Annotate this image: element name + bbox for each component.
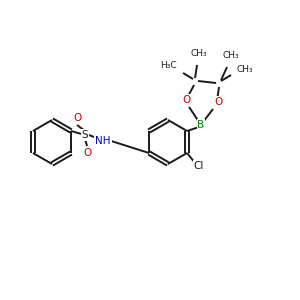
Text: NH: NH xyxy=(95,136,111,146)
Text: CH₃: CH₃ xyxy=(237,64,254,74)
Text: CH₃: CH₃ xyxy=(191,49,207,58)
Text: CH₃: CH₃ xyxy=(223,50,239,59)
Text: O: O xyxy=(182,95,190,105)
Text: B: B xyxy=(197,120,205,130)
Text: O: O xyxy=(83,148,91,158)
Text: Cl: Cl xyxy=(194,161,204,171)
Text: O: O xyxy=(214,97,222,107)
Text: O: O xyxy=(73,113,81,123)
Text: S: S xyxy=(82,130,88,140)
Text: H₃C: H₃C xyxy=(160,61,176,70)
